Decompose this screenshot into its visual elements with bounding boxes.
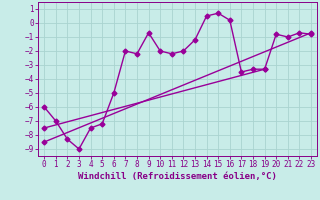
X-axis label: Windchill (Refroidissement éolien,°C): Windchill (Refroidissement éolien,°C) <box>78 172 277 181</box>
